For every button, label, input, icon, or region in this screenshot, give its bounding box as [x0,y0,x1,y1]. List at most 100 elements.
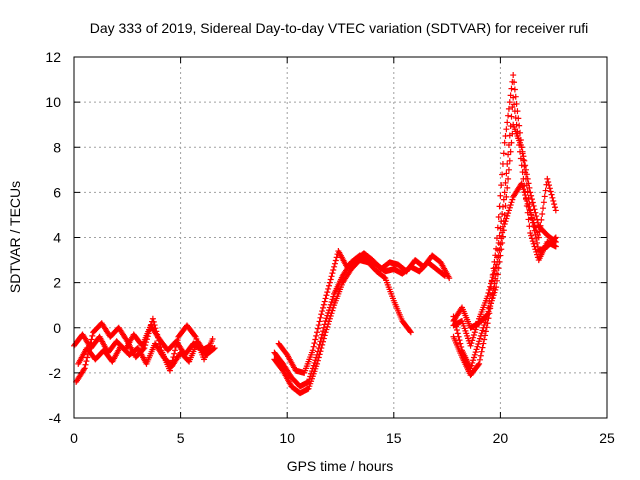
data-point [326,279,333,286]
data-point [526,206,533,213]
data-point [495,265,502,272]
data-point [481,336,488,343]
data-point [468,340,475,347]
data-point [456,337,463,344]
data-point [511,101,518,108]
data-point [89,332,96,339]
data-point [468,362,475,369]
data-point [504,119,511,126]
y-tick-label: -2 [49,365,62,381]
data-point [504,160,511,167]
data-point [329,270,336,277]
data-point [527,189,534,196]
data-point [530,202,537,209]
data-point [508,139,515,146]
data-point [469,359,476,366]
data-point [506,157,513,164]
data-point [534,239,541,246]
data-point [505,105,512,112]
data-point [512,114,519,121]
data-point [520,186,527,193]
data-point [488,277,495,284]
data-point [487,283,494,290]
data-point [86,343,93,350]
data-point [537,222,544,229]
data-point [325,321,332,328]
data-point [210,345,217,352]
data-point [319,341,326,348]
data-point [143,336,150,343]
data-point [140,345,147,352]
data-point [500,227,507,234]
data-point [529,199,536,206]
data-point [492,286,499,293]
data-point [327,313,334,320]
data-point [484,320,491,327]
data-point [489,294,496,301]
data-point [172,347,179,354]
data-point [477,352,484,359]
data-point [484,293,491,300]
y-tick-label: 12 [45,49,61,65]
data-point [313,332,320,339]
data-point [501,220,508,227]
data-point [493,277,500,284]
data-point [552,207,559,214]
data-point [503,215,510,222]
data-point [507,148,514,155]
data-point [528,192,535,199]
y-tick-label: 4 [53,230,61,246]
x-tick-label: 15 [386,430,402,446]
data-point [83,358,90,365]
x-tick-label: 10 [279,430,295,446]
data-point [504,212,511,219]
data-point [146,327,153,334]
data-point [453,327,460,334]
data-point [524,200,531,207]
data-point [454,330,461,337]
data-point [153,328,160,335]
data-point [511,108,518,115]
data-point [482,328,489,335]
data-point [545,178,552,185]
data-point [328,299,335,306]
data-point [191,332,198,339]
data-point [523,171,530,178]
data-point [544,175,551,182]
data-point [550,197,557,204]
data-point [315,322,322,329]
data-point [547,188,554,195]
x-tick-label: 5 [177,430,185,446]
data-points [71,72,559,397]
data-point [509,196,516,203]
data-point [497,252,504,259]
data-point [151,322,158,329]
axis-ticks: 0 5 10 15 20 25 -4 -2 0 2 4 6 8 10 12 [45,49,615,446]
data-point [531,243,538,250]
data-point [526,223,533,230]
data-point [314,329,321,336]
data-point [476,360,483,367]
data-point [484,311,491,318]
data-point [525,216,532,223]
data-point [522,192,529,199]
data-point [470,357,477,364]
data-point [497,192,504,199]
data-point [320,301,327,308]
data-point [315,354,322,361]
y-tick-label: 8 [53,139,61,155]
data-point [156,340,163,347]
data-point [540,205,547,212]
data-point [502,202,509,209]
data-point [327,276,334,283]
data-point [511,79,518,86]
data-point [546,185,553,192]
data-point [495,213,502,220]
data-point [532,246,539,253]
data-point [154,331,161,338]
data-point [320,335,327,342]
data-point [174,337,181,344]
data-point [320,304,327,311]
data-point [483,324,490,331]
data-point [407,329,414,336]
